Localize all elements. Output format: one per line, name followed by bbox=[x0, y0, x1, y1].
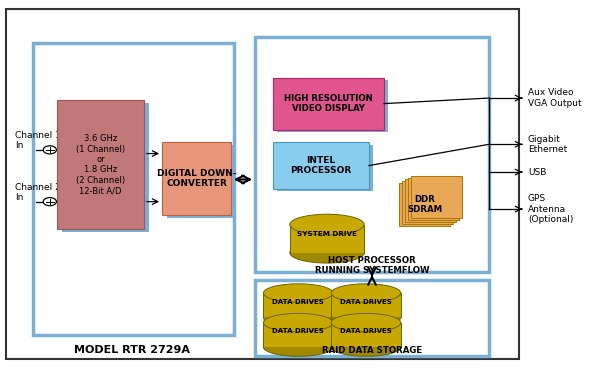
Bar bbox=[263, 323, 333, 347]
Ellipse shape bbox=[290, 242, 364, 263]
Bar bbox=[33, 43, 234, 335]
Ellipse shape bbox=[331, 338, 401, 356]
Ellipse shape bbox=[263, 338, 333, 356]
Text: USB: USB bbox=[528, 168, 547, 176]
Bar bbox=[273, 142, 369, 189]
Text: Channel 1
In: Channel 1 In bbox=[15, 131, 61, 150]
Bar bbox=[331, 323, 401, 347]
Bar bbox=[6, 9, 519, 359]
Bar bbox=[290, 225, 364, 253]
Bar bbox=[402, 181, 453, 224]
Text: HOST PROCESSOR
RUNNING SYSTEMFLOW: HOST PROCESSOR RUNNING SYSTEMFLOW bbox=[315, 256, 429, 275]
Ellipse shape bbox=[263, 313, 333, 332]
Bar bbox=[277, 145, 373, 191]
Bar bbox=[273, 78, 384, 130]
Bar bbox=[162, 142, 231, 215]
Text: 3.6 GHz
(1 Channel)
or
1.8 GHz
(2 Channel)
12-Bit A/D: 3.6 GHz (1 Channel) or 1.8 GHz (2 Channe… bbox=[76, 134, 125, 195]
Bar bbox=[405, 179, 456, 222]
Text: RAID DATA STORAGE: RAID DATA STORAGE bbox=[322, 346, 422, 355]
Circle shape bbox=[43, 146, 56, 154]
Text: DATA DRIVES: DATA DRIVES bbox=[272, 328, 324, 334]
Bar bbox=[167, 145, 236, 218]
Text: MODEL RTR 2729A: MODEL RTR 2729A bbox=[74, 344, 190, 355]
Bar bbox=[331, 293, 401, 317]
Ellipse shape bbox=[263, 284, 333, 302]
Text: DATA DRIVES: DATA DRIVES bbox=[340, 299, 392, 305]
Bar bbox=[408, 178, 459, 220]
Bar bbox=[255, 37, 489, 272]
Bar bbox=[277, 80, 388, 132]
Bar bbox=[399, 183, 450, 226]
Bar bbox=[57, 100, 144, 229]
Text: INTEL
PROCESSOR: INTEL PROCESSOR bbox=[290, 156, 352, 175]
Ellipse shape bbox=[331, 308, 401, 327]
Bar bbox=[411, 176, 462, 218]
Text: DATA DRIVES: DATA DRIVES bbox=[272, 299, 324, 305]
Ellipse shape bbox=[331, 284, 401, 302]
Text: DDR
SDRAM: DDR SDRAM bbox=[407, 195, 442, 214]
Text: SYSTEM DRIVE: SYSTEM DRIVE bbox=[297, 231, 357, 238]
Ellipse shape bbox=[290, 214, 364, 235]
Bar bbox=[62, 103, 149, 232]
Text: Channel 2
In: Channel 2 In bbox=[15, 183, 61, 202]
Text: Aux Video
VGA Output: Aux Video VGA Output bbox=[528, 88, 581, 108]
Ellipse shape bbox=[263, 308, 333, 327]
Text: GPS
Antenna
(Optional): GPS Antenna (Optional) bbox=[528, 194, 574, 224]
Text: HIGH RESOLUTION
VIDEO DISPLAY: HIGH RESOLUTION VIDEO DISPLAY bbox=[284, 94, 373, 113]
Text: DIGITAL DOWN-
CONVERTER: DIGITAL DOWN- CONVERTER bbox=[157, 169, 236, 188]
Bar bbox=[263, 293, 333, 317]
Text: Gigabit
Ethernet: Gigabit Ethernet bbox=[528, 135, 567, 154]
Circle shape bbox=[43, 198, 56, 206]
Bar bbox=[255, 280, 489, 356]
Text: DATA DRIVES: DATA DRIVES bbox=[340, 328, 392, 334]
Ellipse shape bbox=[331, 313, 401, 332]
